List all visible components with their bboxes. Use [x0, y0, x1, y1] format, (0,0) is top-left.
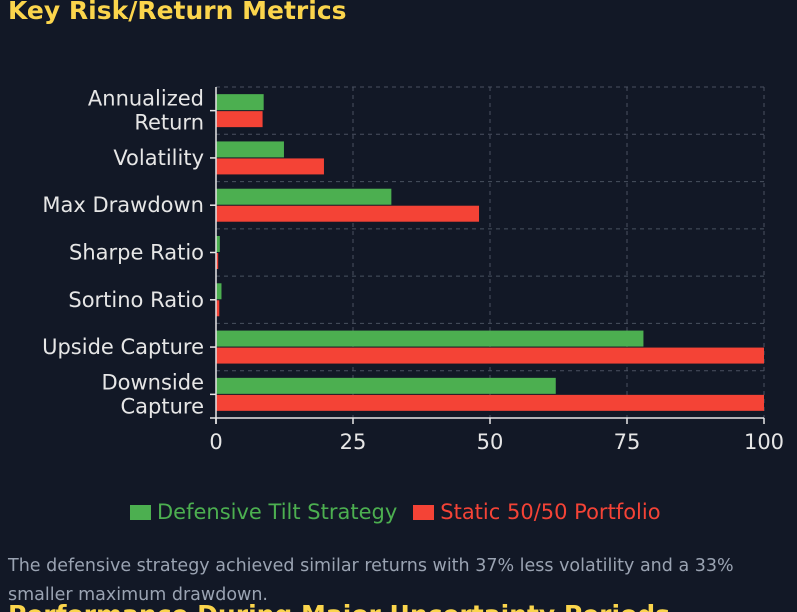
x-tick-label: 100: [744, 430, 784, 454]
x-tick-label: 0: [209, 430, 222, 454]
legend-swatch: [130, 504, 151, 520]
y-tick-label: Volatility: [113, 146, 204, 170]
bar-defensive: [216, 236, 220, 252]
y-tick-label: Upside Capture: [42, 335, 204, 359]
chart-legend: Defensive Tilt Strategy Static 50/50 Port…: [130, 500, 677, 524]
bar-defensive: [216, 283, 222, 300]
legend-item[interactable]: Static 50/50 Portfolio: [413, 500, 661, 524]
next-section-title: Performance During Major Uncertainty Per…: [8, 600, 670, 612]
bar-static: [216, 158, 324, 175]
y-tick-label: Annualized: [88, 87, 204, 111]
bar-defensive: [216, 330, 644, 347]
bar-defensive: [216, 141, 284, 158]
bar-defensive: [216, 377, 556, 394]
x-tick-label: 25: [340, 430, 367, 454]
legend-swatch: [413, 504, 435, 520]
bar-defensive: [216, 94, 264, 111]
bar-defensive: [216, 188, 392, 205]
section-title: Key Risk/Return Metrics: [8, 0, 347, 25]
y-tick-label: Sharpe Ratio: [69, 241, 204, 265]
bar-static: [216, 347, 764, 364]
y-tick-label: Capture: [121, 394, 205, 418]
bar-static: [216, 253, 219, 269]
y-tick-label: Return: [134, 111, 204, 135]
bar-static: [216, 111, 263, 128]
y-tick-label: Downside: [101, 370, 204, 394]
bar-static: [216, 394, 764, 411]
x-tick-label: 50: [477, 430, 504, 454]
chart-note: The defensive strategy achieved similar …: [8, 556, 734, 605]
bar-static: [216, 205, 480, 222]
legend-label: Defensive Tilt Strategy: [157, 500, 398, 524]
bar-static: [216, 300, 220, 317]
y-tick-label: Max Drawdown: [42, 193, 204, 217]
legend-label: Static 50/50 Portfolio: [440, 500, 661, 524]
legend-item[interactable]: Defensive Tilt Strategy: [130, 500, 397, 524]
y-tick-label: Sortino Ratio: [68, 288, 204, 312]
x-tick-label: 75: [614, 430, 641, 454]
